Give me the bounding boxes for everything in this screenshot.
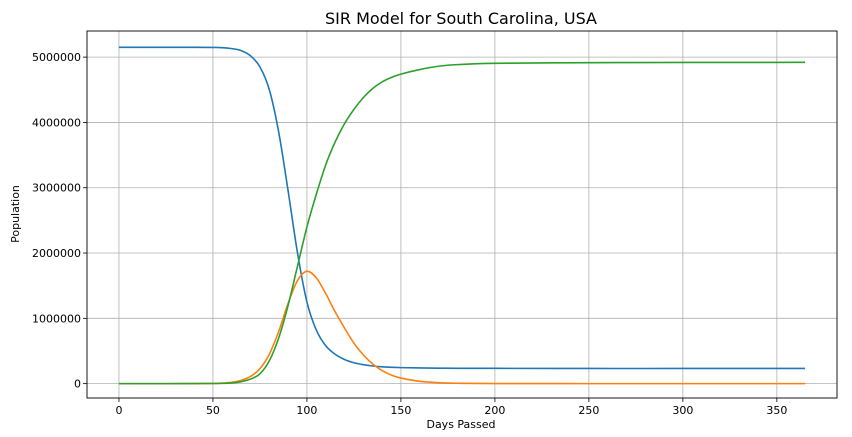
series-line-1 bbox=[118, 270, 806, 385]
plot-frame bbox=[86, 30, 838, 399]
grid-layer bbox=[87, 31, 837, 398]
x-tick-label: 100 bbox=[296, 404, 317, 417]
series-layer bbox=[118, 46, 806, 385]
y-tick-label: 1000000 bbox=[32, 312, 81, 325]
series-line-0 bbox=[118, 46, 806, 370]
chart-title: SIR Model for South Carolina, USA bbox=[325, 9, 597, 28]
series-line-2 bbox=[118, 61, 806, 385]
x-tick-label: 300 bbox=[672, 404, 693, 417]
x-tick-label: 150 bbox=[390, 404, 411, 417]
x-tick-label: 50 bbox=[206, 404, 220, 417]
y-tick-label: 4000000 bbox=[32, 116, 81, 129]
x-tick-label: 350 bbox=[766, 404, 787, 417]
x-tick-label: 200 bbox=[484, 404, 505, 417]
y-tick-label: 2000000 bbox=[32, 247, 81, 260]
x-axis-label: Days Passed bbox=[426, 418, 495, 431]
x-tick-label: 0 bbox=[115, 404, 122, 417]
y-tick-label: 3000000 bbox=[32, 182, 81, 195]
tick-layer: 0 50 100 150 200 250 300 350 0 1000000 2000000 3000… bbox=[32, 51, 787, 417]
y-tick-label: 0 bbox=[74, 378, 81, 391]
y-axis-label: Population bbox=[9, 185, 22, 243]
x-tick-label: 250 bbox=[578, 404, 599, 417]
y-tick-label: 5000000 bbox=[32, 51, 81, 64]
